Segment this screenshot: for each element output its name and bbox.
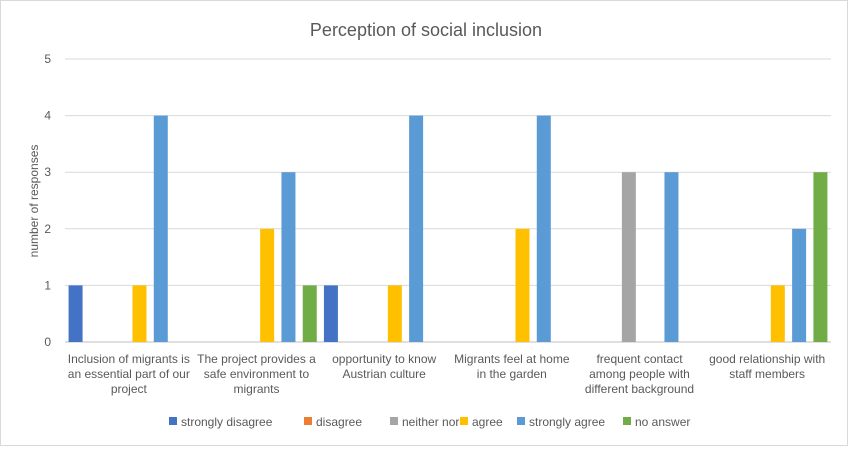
bar (260, 228, 275, 342)
legend-swatch (390, 417, 398, 425)
legend-swatch (517, 417, 525, 425)
bar (409, 115, 424, 342)
chart-title: Perception of social inclusion (310, 20, 542, 40)
bar (132, 285, 147, 342)
y-axis-title: number of responses (27, 145, 41, 258)
legend: strongly disagree disagree neither nor agre… (169, 415, 690, 429)
bar (323, 285, 338, 342)
x-tick-label: opportunity to know Austrian culture (332, 352, 436, 381)
gridlines (65, 58, 831, 343)
bar (281, 172, 296, 342)
x-tick-label: good relationship with staff members (709, 352, 825, 381)
y-tick-label: 5 (44, 52, 51, 66)
bar (813, 172, 828, 342)
legend-label: neither nor (402, 415, 459, 429)
bar (621, 172, 636, 342)
y-tick-label: 3 (44, 165, 51, 179)
legend-label: strongly agree (529, 415, 605, 429)
legend-swatch (304, 417, 312, 425)
legend-swatch (460, 417, 468, 425)
y-tick-label: 2 (44, 222, 51, 236)
bar (664, 172, 679, 342)
x-tick-label: Inclusion of migrants is an essential par… (68, 352, 190, 396)
legend-label: disagree (316, 415, 362, 429)
y-tick-label: 4 (44, 109, 51, 123)
x-tick-label: The project provides a safe environment t… (197, 352, 316, 396)
legend-swatch (169, 417, 177, 425)
x-tick-label: frequent contact among people with differe… (585, 352, 694, 396)
bar (515, 228, 530, 342)
bar (792, 228, 807, 342)
bar (302, 285, 317, 342)
bar (536, 115, 551, 342)
bar (387, 285, 402, 342)
x-tick-label: Migrants feel at home in the garden (454, 352, 570, 381)
bars (68, 115, 828, 342)
y-tick-label: 0 (44, 335, 51, 349)
y-axis-ticks: 0 1 2 3 4 5 (44, 52, 51, 349)
bar (68, 285, 83, 342)
x-axis-labels: Inclusion of migrants is an essential par… (68, 352, 825, 396)
legend-label: strongly disagree (181, 415, 273, 429)
bar (770, 285, 785, 342)
legend-label: no answer (635, 415, 690, 429)
y-tick-label: 1 (44, 278, 51, 292)
legend-label: agree (472, 415, 503, 429)
bar (153, 115, 168, 342)
legend-swatch (623, 417, 631, 425)
